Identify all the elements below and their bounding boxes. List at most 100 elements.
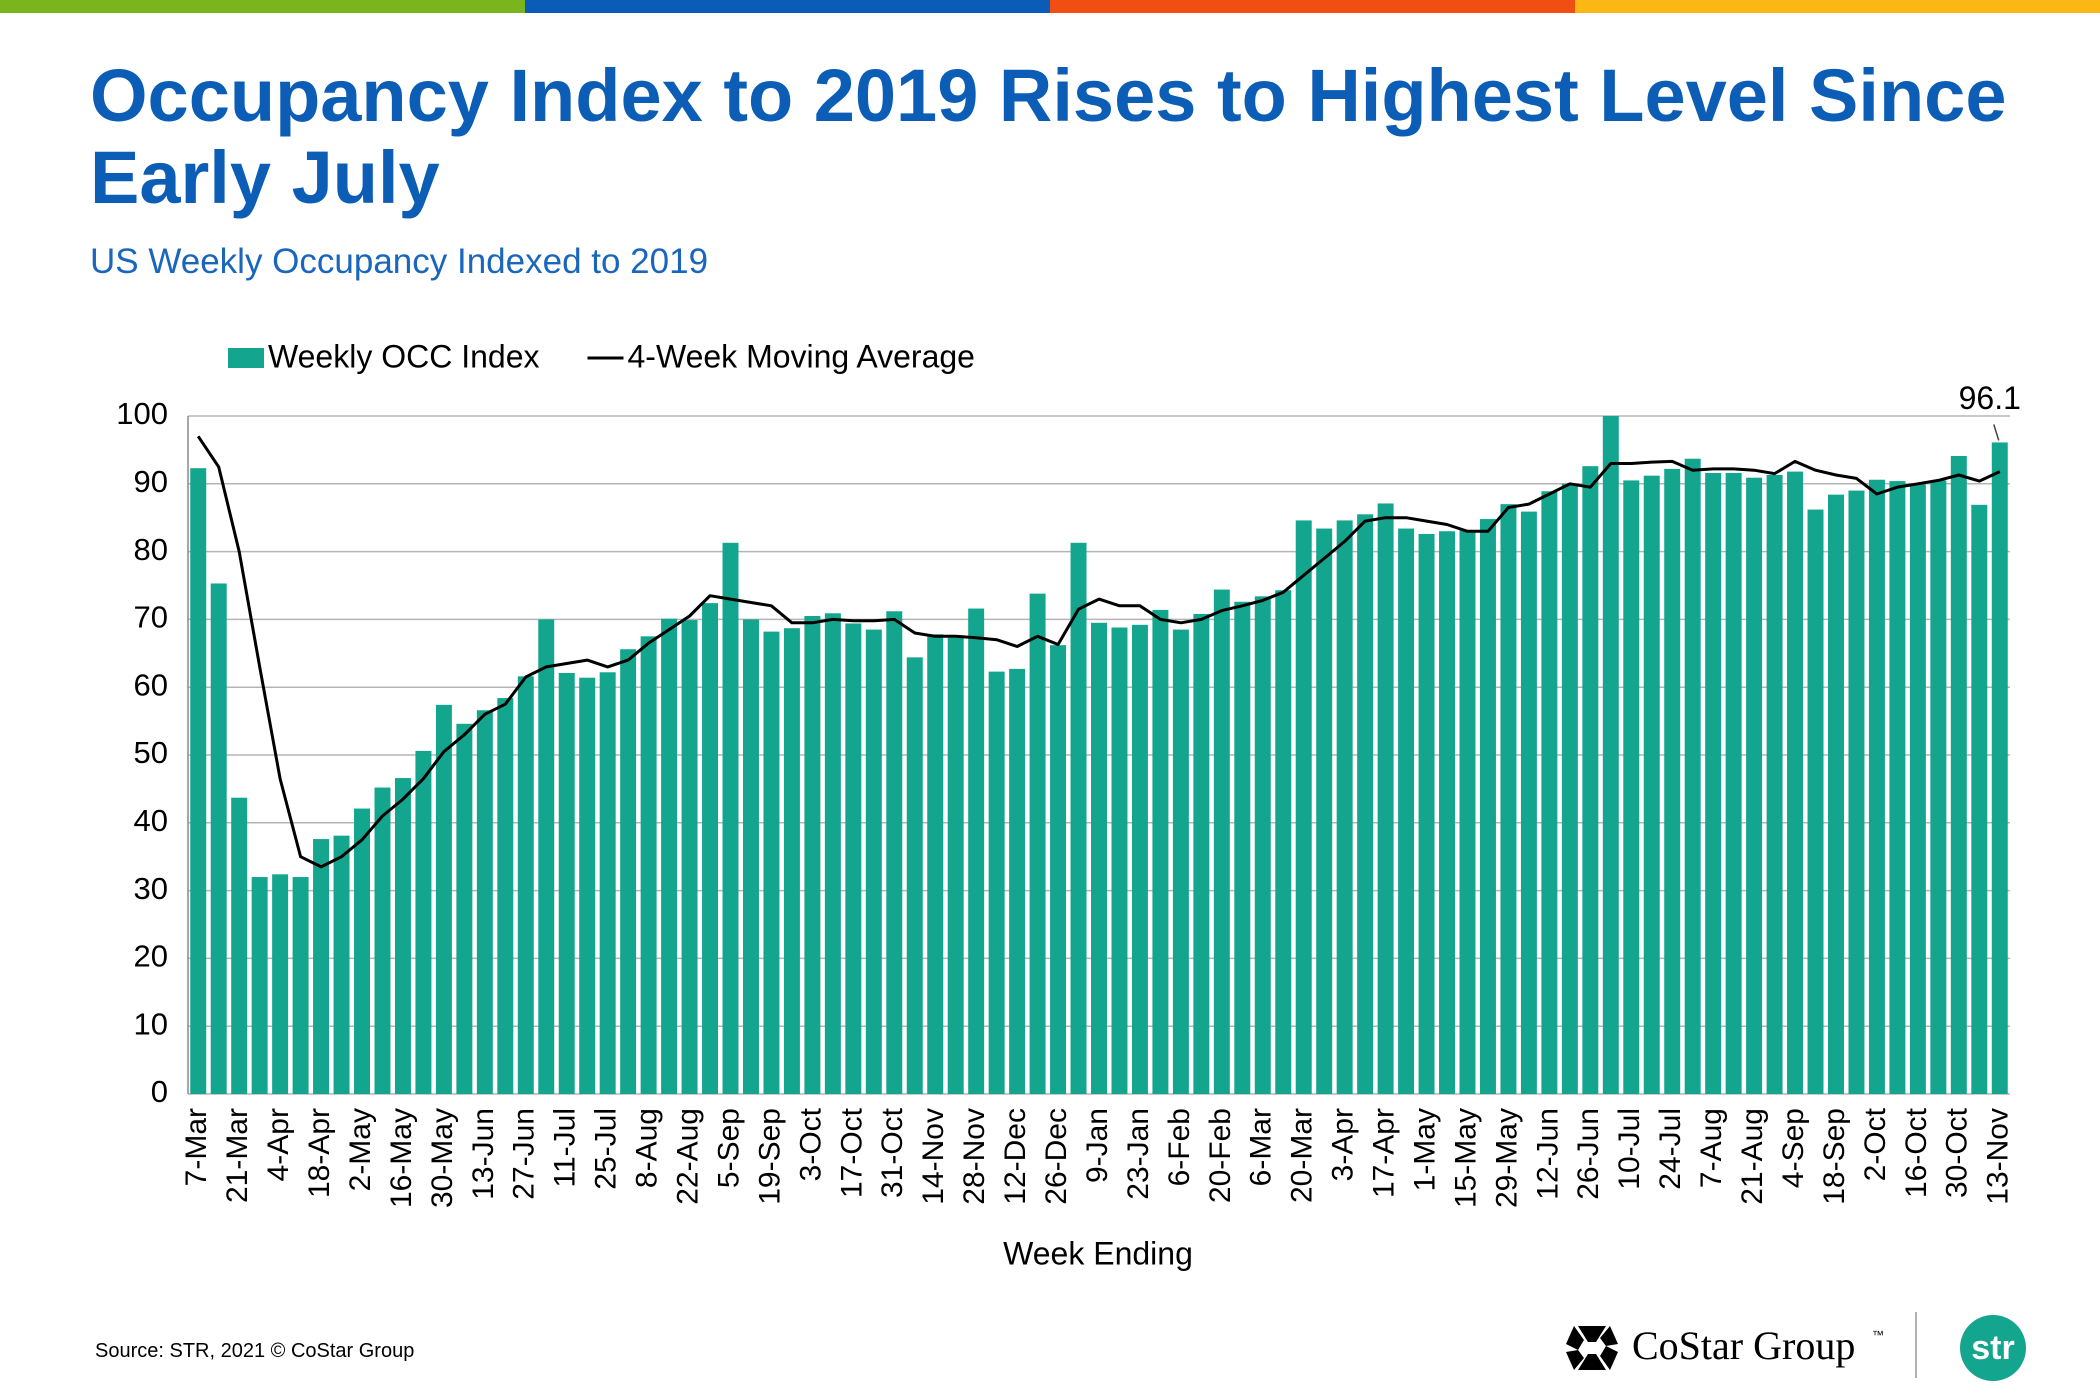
bar (1541, 491, 1558, 1094)
costar-logo (1566, 1326, 1618, 1370)
bar (742, 619, 759, 1094)
bar (804, 616, 821, 1094)
y-tick-label: 0 (151, 1074, 168, 1109)
bar (476, 710, 493, 1094)
bar (1295, 520, 1312, 1094)
bar (1234, 601, 1251, 1094)
bar (456, 723, 473, 1094)
x-tick-label: 16-May (385, 1108, 418, 1208)
bar (558, 672, 575, 1094)
x-tick-label: 15-May (1449, 1108, 1482, 1208)
x-tick-label: 3-Oct (794, 1107, 827, 1181)
y-tick-label: 60 (134, 667, 168, 702)
bar (947, 637, 964, 1094)
bar (1766, 474, 1783, 1095)
x-tick-label: 5-Sep (712, 1108, 745, 1188)
x-tick-label: 4-Apr (262, 1108, 295, 1181)
x-tick-label: 2-Oct (1859, 1107, 1892, 1181)
bar (824, 613, 841, 1094)
bar (1193, 613, 1210, 1094)
bar (1848, 490, 1865, 1095)
x-tick-label: 26-Jun (1572, 1108, 1605, 1200)
bar (1070, 542, 1087, 1094)
bar (886, 611, 903, 1094)
stripe (525, 0, 1050, 13)
x-tick-label: 17-Oct (835, 1107, 868, 1198)
bar (1111, 627, 1128, 1094)
bar (1029, 593, 1046, 1094)
x-tick-label: 9-Jan (1081, 1108, 1114, 1183)
x-tick-label: 26-Dec (1040, 1108, 1073, 1205)
y-tick-label: 70 (134, 600, 168, 635)
bar (1582, 466, 1599, 1094)
chart-title: Occupancy Index to 2019 Rises to Highest… (90, 54, 2007, 219)
x-tick-label: 8-Aug (631, 1108, 664, 1188)
stripe (1050, 0, 1575, 13)
bar (1950, 456, 1967, 1094)
x-tick-label: 7-Mar (180, 1108, 213, 1186)
bar (292, 877, 309, 1094)
legend-label: 4-Week Moving Average (628, 338, 975, 374)
y-tick-label: 90 (134, 464, 168, 499)
bar (1623, 480, 1640, 1094)
bar (1500, 504, 1517, 1094)
y-tick-label: 40 (134, 803, 168, 838)
bar (313, 839, 330, 1094)
data-label: 96.1 (1959, 380, 2021, 416)
x-tick-label: 30-May (426, 1108, 459, 1208)
bar (968, 608, 985, 1094)
y-tick-label: 80 (134, 532, 168, 567)
bar (1213, 589, 1230, 1094)
legend-label: Weekly OCC Index (268, 338, 540, 374)
bar (783, 628, 800, 1094)
x-tick-label: 30-Oct (1941, 1107, 1974, 1198)
label-leader (1993, 424, 2000, 441)
stripe (1575, 0, 2100, 13)
bar (579, 677, 596, 1094)
x-tick-label: 6-Feb (1163, 1108, 1196, 1186)
bar (1439, 531, 1456, 1094)
bar (722, 542, 739, 1094)
bar (1009, 668, 1026, 1094)
x-tick-label: 18-Apr (303, 1108, 336, 1198)
bar (1868, 479, 1885, 1094)
bar (1050, 645, 1067, 1094)
x-tick-label: 27-Jun (508, 1108, 541, 1200)
x-tick-label: 23-Jan (1122, 1108, 1155, 1200)
bar (906, 657, 923, 1094)
bar (1275, 590, 1292, 1094)
bar (1643, 475, 1660, 1094)
bar (1602, 416, 1619, 1094)
x-tick-label: 13-Jun (467, 1108, 500, 1200)
x-tick-label: 21-Aug (1736, 1108, 1769, 1205)
bar (927, 634, 944, 1094)
bar (640, 636, 657, 1094)
x-tick-label: 31-Oct (876, 1107, 909, 1198)
x-tick-label: 29-May (1490, 1108, 1523, 1208)
bar (1172, 629, 1189, 1094)
x-tick-label: 28-Nov (958, 1108, 991, 1205)
bar (1459, 530, 1476, 1094)
bar (1787, 471, 1804, 1094)
bar (210, 583, 227, 1094)
bar (394, 778, 411, 1094)
bar (988, 671, 1005, 1094)
bar (190, 468, 207, 1094)
bar (845, 623, 862, 1094)
y-tick-label: 20 (134, 939, 168, 974)
bar (1705, 472, 1722, 1094)
bar (763, 631, 780, 1094)
bar (681, 620, 698, 1094)
x-tick-label: 1-May (1408, 1108, 1441, 1191)
bar (1131, 624, 1148, 1094)
y-tick-label: 50 (134, 735, 168, 770)
bar (1398, 528, 1415, 1094)
x-tick-label: 14-Nov (917, 1108, 950, 1205)
x-tick-label: 19-Sep (753, 1108, 786, 1205)
legend-swatch (228, 348, 264, 368)
bar (251, 877, 268, 1094)
bar (1561, 483, 1578, 1094)
bar (1828, 494, 1844, 1094)
